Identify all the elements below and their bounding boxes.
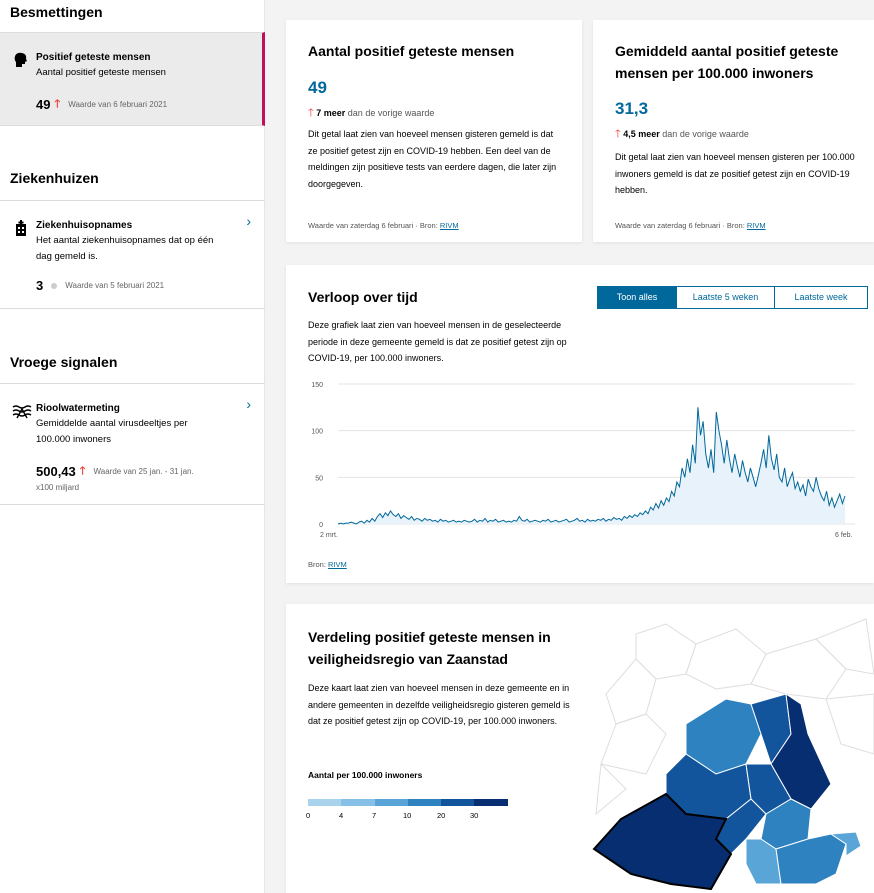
kpi-value: 31,3 — [615, 99, 649, 118]
card-title: Verdeling positief geteste mensen in vei… — [308, 629, 551, 667]
legend-swatch — [341, 799, 375, 806]
timeline-chart: 0 50 100 150 2 mrt. 6 feb. — [311, 382, 855, 539]
legend-color-scale — [308, 799, 508, 806]
hospital-icon — [16, 220, 26, 236]
legend-swatch — [474, 799, 508, 806]
card-description: Deze grafiek laat zien van hoeveel mense… — [308, 320, 567, 363]
delta-value: 7 meer — [316, 108, 346, 118]
y-tick-label: 100 — [311, 429, 323, 436]
sidebar-item-desc: Aantal positief geteste mensen — [36, 67, 166, 78]
legend-title: Aantal per 100.000 inwoners — [308, 770, 423, 780]
source-link-rivm[interactable]: RIVM — [746, 221, 766, 230]
source-link-rivm[interactable]: RIVM — [439, 221, 459, 230]
arrow-up-icon: 🡑 — [615, 128, 621, 140]
legend-swatch — [441, 799, 475, 806]
section-title-ziekenhuizen: Ziekenhuizen — [10, 170, 99, 186]
person-head-icon — [14, 52, 27, 67]
sidebar-item-note: Waarde van 5 februari 2021 — [65, 281, 165, 290]
legend-swatch — [374, 799, 408, 806]
legend-tick: 10 — [403, 811, 412, 820]
x-tick-label-start: 2 mrt. — [320, 532, 338, 539]
sidebar-item-title: Rioolwatermeting — [36, 403, 120, 414]
delta-value: 4,5 meer — [623, 129, 660, 139]
series-area — [338, 407, 845, 524]
card-description: Dit getal laat zien van hoeveel mensen g… — [615, 152, 855, 195]
card-source: Waarde van zaterdag 6 februari · Bron: R… — [308, 221, 459, 230]
legend-swatch — [407, 799, 442, 806]
sidebar-item-desc: Gemiddelde aantal virusdeeltjes per 100.… — [36, 418, 188, 445]
region-map[interactable] — [586, 614, 874, 893]
y-tick-label: 150 — [311, 382, 323, 389]
x-tick-label-end: 6 feb. — [835, 532, 853, 539]
sewage-water-icon — [12, 405, 32, 419]
card-per-100k: Gemiddeld aantal positief geteste mensen… — [593, 20, 874, 242]
chevron-right-icon: › — [246, 396, 251, 412]
legend-tick: 4 — [339, 811, 344, 820]
sidebar-item-value: 3 — [36, 278, 44, 293]
sidebar: Besmettingen Positief geteste mensen Aan… — [0, 0, 265, 893]
section-title-vroege-signalen: Vroege signalen — [10, 354, 118, 370]
card-title: Aantal positief geteste mensen — [308, 43, 515, 59]
source-prefix: Waarde van zaterdag 6 februari · Bron: — [308, 221, 438, 230]
card-source: Waarde van zaterdag 6 februari · Bron: R… — [615, 221, 766, 230]
card-title: Verloop over tijd — [308, 289, 418, 305]
legend-tick: 7 — [372, 811, 377, 820]
sidebar-item-title: Ziekenhuisopnames — [36, 220, 133, 231]
municipality — [829, 831, 862, 857]
arrow-up-icon: 🡑 — [54, 98, 61, 110]
button-laatste-week[interactable]: Laatste week — [774, 287, 867, 308]
arrow-up-icon: 🡑 — [79, 465, 86, 477]
sidebar-item-desc: Het aantal ziekenhuisopnames dat op één … — [36, 235, 214, 262]
source-link-rivm[interactable]: RIVM — [328, 560, 347, 569]
neutral-dot-icon — [51, 282, 58, 289]
arrow-up-icon: 🡑 — [308, 107, 314, 119]
card-timeline: Verloop over tijd Deze grafiek laat zien… — [286, 265, 874, 583]
series-line — [337, 407, 846, 525]
sidebar-item-value: 500,43 — [36, 464, 76, 479]
card-map: Verdeling positief geteste mensen in vei… — [286, 604, 874, 893]
chart-source: Bron: RIVM — [308, 560, 347, 569]
neighbouring-region-outlines — [595, 618, 874, 816]
sidebar-item-value: 49 — [36, 97, 51, 112]
municipality — [775, 833, 847, 885]
section-title-besmettingen: Besmettingen — [10, 4, 103, 20]
sidebar-item-title: Positief geteste mensen — [36, 52, 151, 63]
time-range-selector: Toon alles Laatste 5 weken Laatste week — [597, 286, 868, 309]
sidebar-item-rioolwatermeting[interactable]: Rioolwatermeting › Gemiddelde aantal vir… — [0, 383, 265, 505]
y-tick-label: 0 — [319, 522, 323, 529]
sidebar-item-positief-geteste-mensen[interactable]: Positief geteste mensen Aantal positief … — [0, 32, 265, 126]
chevron-right-icon: › — [246, 213, 251, 229]
source-prefix: Bron: — [308, 560, 326, 569]
card-description: Dit getal laat zien van hoeveel mensen g… — [308, 129, 557, 189]
source-prefix: Waarde van zaterdag 6 februari · Bron: — [615, 221, 745, 230]
delta-text: dan de vorige waarde — [347, 108, 435, 118]
button-toon-alles[interactable]: Toon alles — [598, 287, 676, 308]
kpi-delta: 🡑 4,5 meer dan de vorige waarde — [615, 125, 749, 144]
sidebar-item-note: Waarde van 6 februari 2021 — [68, 100, 168, 109]
card-positive-tests: Aantal positief geteste mensen 49 🡑 7 me… — [286, 20, 582, 242]
button-laatste-5-weken[interactable]: Laatste 5 weken — [676, 287, 774, 308]
kpi-value: 49 — [308, 78, 327, 97]
sidebar-item-ziekenhuisopnames[interactable]: Ziekenhuisopnames › Het aantal ziekenhui… — [0, 200, 265, 309]
kpi-delta: 🡑 7 meer dan de vorige waarde — [308, 104, 434, 123]
y-tick-label: 50 — [315, 475, 323, 482]
sidebar-item-unit: x100 miljard — [36, 483, 80, 492]
card-title: Gemiddeld aantal positief geteste mensen… — [615, 43, 839, 81]
card-description: Deze kaart laat zien van hoeveel mensen … — [308, 683, 570, 726]
legend-tick: 0 — [306, 811, 311, 820]
map-municipalities — [592, 692, 862, 891]
sidebar-item-value-row: 49 🡑 Waarde van 6 februari 2021 — [36, 95, 167, 114]
municipality — [592, 792, 733, 891]
sidebar-item-value-row: 3 Waarde van 5 februari 2021 — [36, 278, 164, 293]
delta-text: dan de vorige waarde — [662, 129, 749, 139]
legend-ticks: 0 4 7 10 20 30 — [300, 811, 500, 823]
sidebar-item-note: Waarde van 25 jan. - 31 jan. — [93, 467, 194, 476]
legend-tick: 20 — [437, 811, 446, 820]
legend-tick: 30 — [470, 811, 479, 820]
sidebar-item-value-row: 500,43 🡑 Waarde van 25 jan. - 31 jan. — [36, 462, 194, 481]
legend-swatch — [308, 799, 342, 806]
